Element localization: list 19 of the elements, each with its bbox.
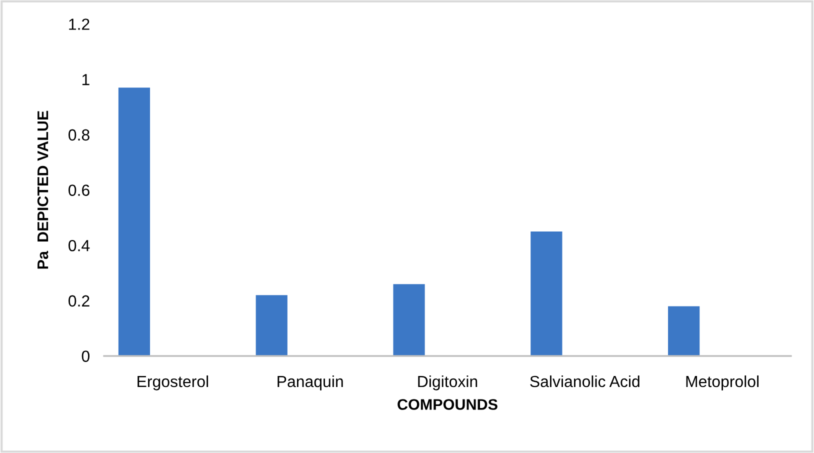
bar: [530, 232, 562, 356]
y-tick-label: 1: [82, 74, 90, 86]
x-tick-label: Panaquin: [278, 375, 343, 390]
y-tick-label: 0.4: [68, 240, 90, 252]
y-tick-label: 1.2: [69, 18, 90, 30]
x-tick-label: Salvianolic Acid: [530, 375, 640, 388]
y-axis-title: Pa DEPICTED VALUE: [37, 110, 48, 269]
x-tick-label: Metoprolol: [686, 375, 759, 390]
y-tick-label: 0.2: [68, 295, 90, 307]
y-tick-label: 0.6: [68, 184, 90, 196]
x-tick-label: Ergosterol: [138, 375, 208, 390]
bar: [118, 88, 150, 356]
x-axis-title: COMPOUNDS: [398, 399, 498, 410]
y-tick-label: 0.8: [68, 129, 90, 141]
bar: [668, 306, 700, 356]
bar: [256, 295, 288, 356]
y-tick-label: 0: [82, 350, 90, 362]
x-tick-label: Digitoxin: [418, 375, 478, 390]
bar: [393, 284, 425, 356]
